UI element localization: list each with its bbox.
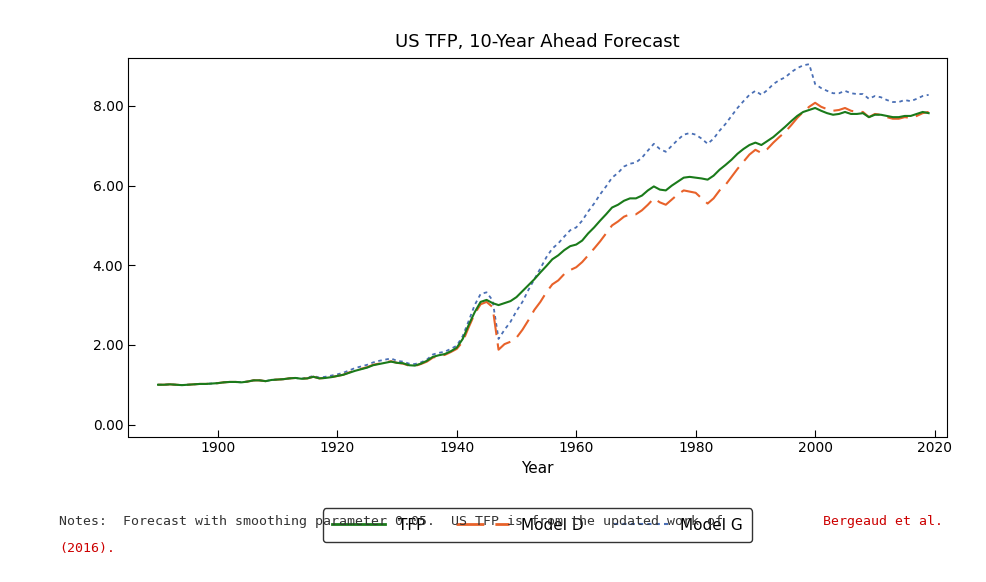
Text: Notes:  Forecast with smoothing parameter 0.05.  US TFP is from the updated work: Notes: Forecast with smoothing parameter… bbox=[59, 515, 732, 528]
Title: US TFP, 10-Year Ahead Forecast: US TFP, 10-Year Ahead Forecast bbox=[395, 33, 679, 51]
X-axis label: Year: Year bbox=[522, 461, 553, 476]
Legend: TFP, Model D, Model G: TFP, Model D, Model G bbox=[322, 509, 752, 542]
Text: Bergeaud et al.: Bergeaud et al. bbox=[823, 515, 944, 528]
Text: (2016).: (2016). bbox=[59, 542, 115, 555]
